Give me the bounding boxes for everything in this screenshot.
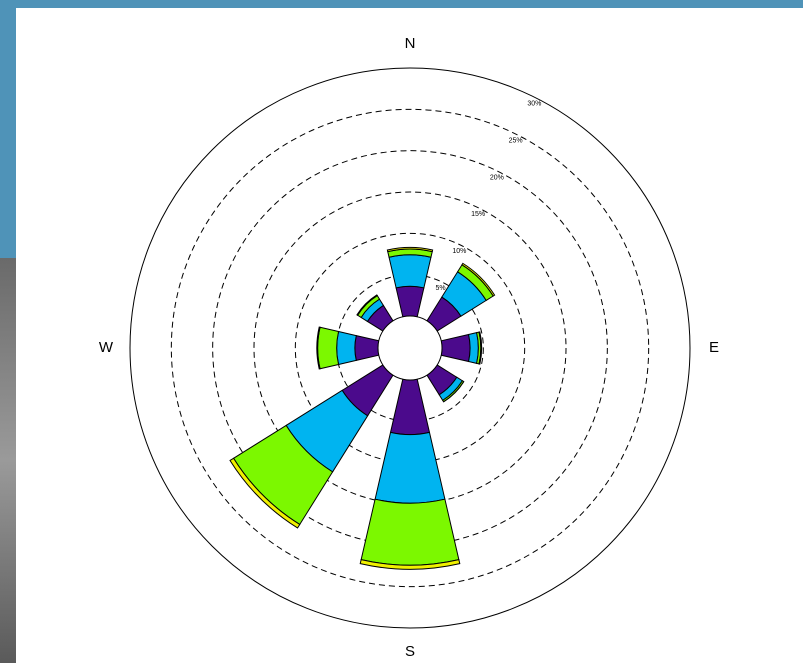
ring-label: 10% (452, 248, 466, 255)
ring-label: 15% (471, 211, 485, 218)
wedge-segment (318, 327, 339, 369)
ring-label: 30% (527, 101, 541, 108)
wedge-segment (361, 499, 459, 565)
wedge-segment (337, 332, 357, 365)
wedge-segment (469, 333, 479, 364)
center-hole (378, 316, 442, 380)
direction-label: S (405, 643, 415, 660)
screenshot: 5% 10% 15% 20% 25% 30% N E S W (0, 0, 803, 663)
wedge-segment (389, 255, 431, 288)
photo-strip (0, 258, 16, 663)
ring-label: 20% (490, 174, 504, 181)
direction-label: W (99, 339, 114, 356)
ring-label: 5% (436, 285, 446, 292)
ring-label: 25% (509, 138, 523, 145)
direction-label: E (709, 339, 719, 356)
direction-label: N (405, 35, 416, 52)
